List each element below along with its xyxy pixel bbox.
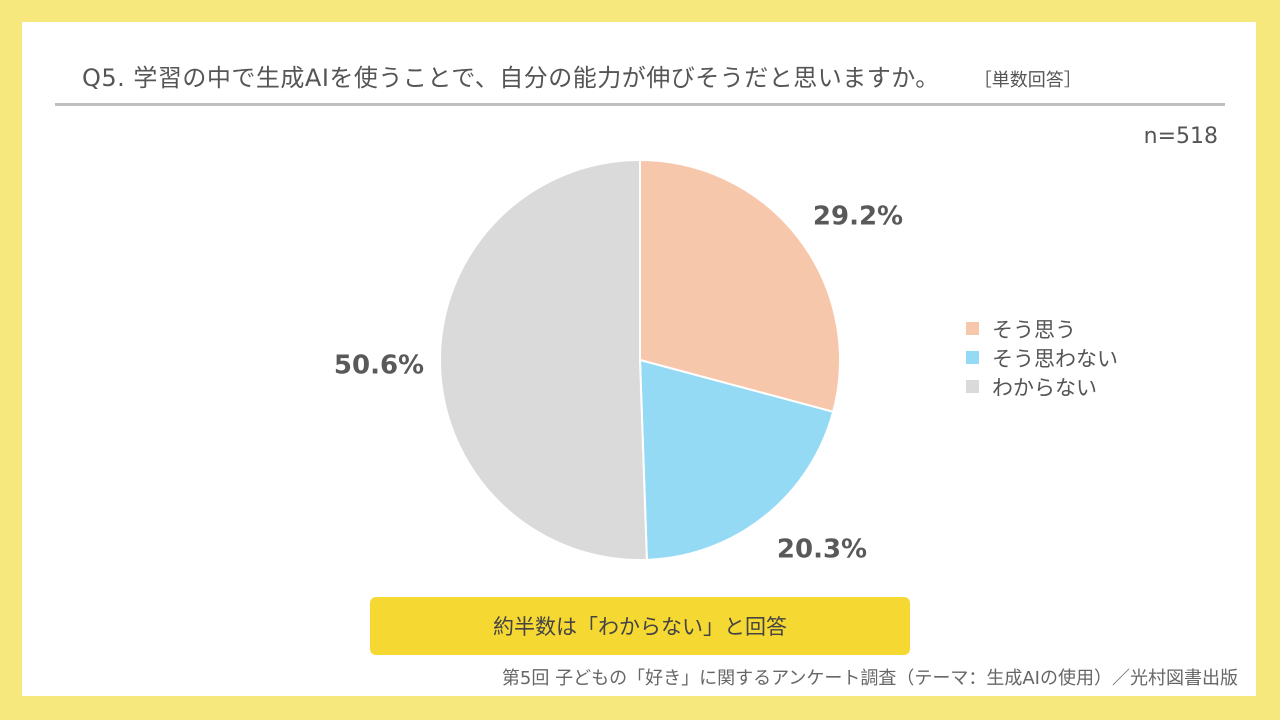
summary-callout: 約半数は「わからない」と回答 [370,597,910,655]
answer-type-label: ［単数回答］ [973,70,1082,91]
pie-slice-agree [639,158,841,414]
legend-label-disagree: そう思わない [992,346,1118,371]
legend-label-agree: そう思う [992,317,1076,342]
data-label-unsure: 50.6% [334,351,424,381]
legend-swatch-unsure [966,380,979,393]
legend-item-unsure: わからない [966,372,1118,401]
summary-callout-text: 約半数は「わからない」と回答 [493,615,787,639]
sample-size-label: n=518 [1143,124,1218,149]
legend-label-unsure: わからない [992,375,1097,400]
data-label-disagree: 20.3% [777,535,867,565]
title-divider [55,103,1225,106]
pie-slice-unsure [439,158,648,561]
header: Q5. 学習の中で生成AIを使うことで、自分の能力が伸びそうだと思いますか。 ［… [82,58,1082,98]
legend-swatch-disagree [966,351,979,364]
pie-slice-disagree [638,358,835,561]
legend-item-disagree: そう思わない [966,343,1118,372]
question-title: Q5. 学習の中で生成AIを使うことで、自分の能力が伸びそうだと思いますか。 [82,64,940,92]
legend-item-agree: そう思う [966,314,1118,343]
legend-swatch-agree [966,322,979,335]
chart-legend: そう思う そう思わない わからない [966,314,1118,401]
data-label-agree: 29.2% [813,202,903,232]
source-note: 第5回 子どもの「好き」に関するアンケート調査（テーマ：生成AIの使用）／光村図… [501,668,1238,689]
